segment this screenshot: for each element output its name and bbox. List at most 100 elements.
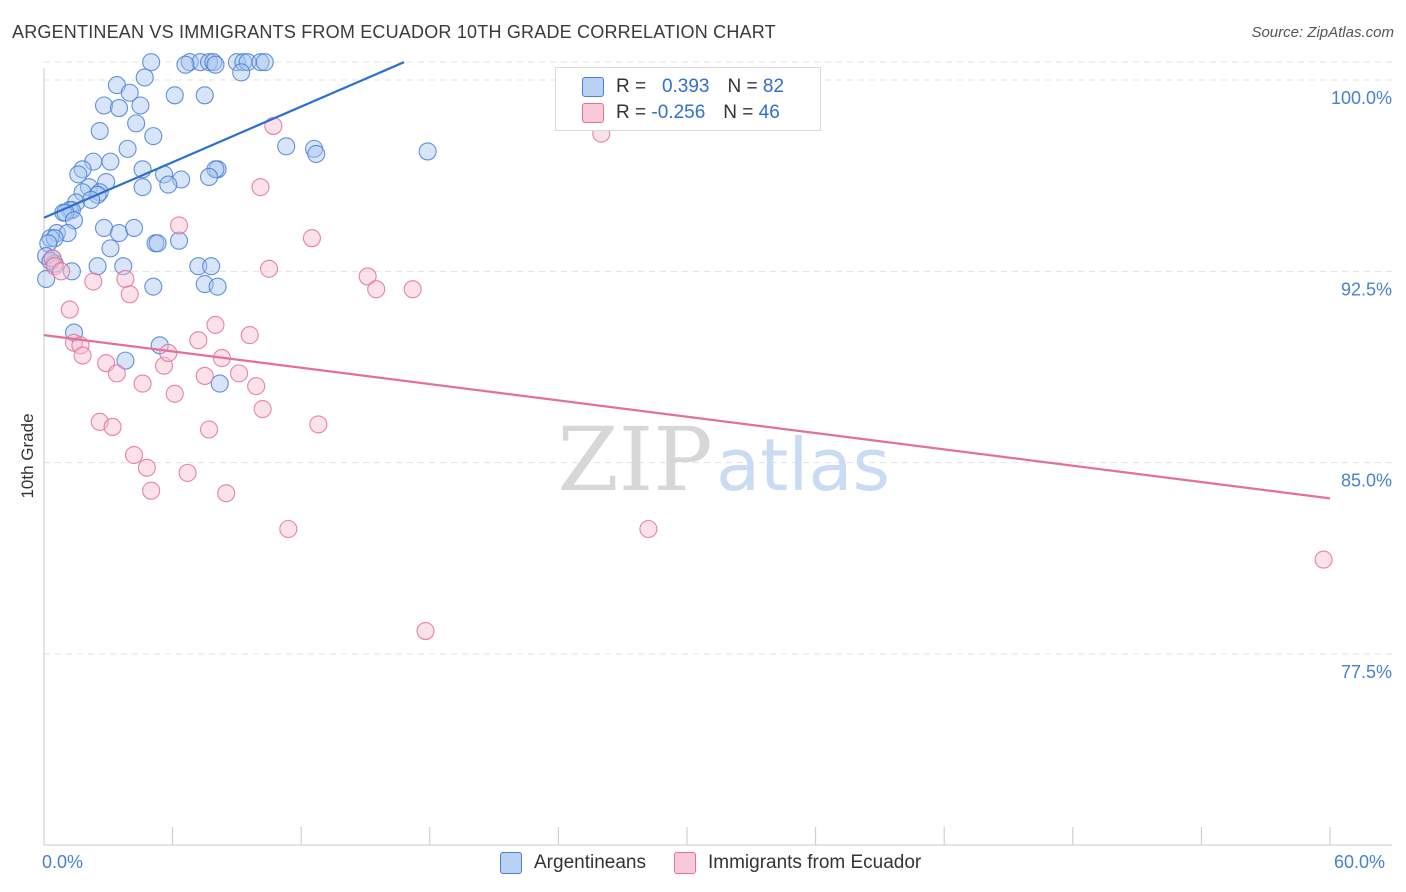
data-point bbox=[208, 277, 227, 296]
data-point bbox=[227, 53, 246, 72]
data-point bbox=[144, 277, 163, 296]
data-point bbox=[43, 249, 62, 268]
data-point bbox=[116, 269, 135, 289]
data-point bbox=[73, 346, 92, 365]
data-point bbox=[37, 269, 56, 289]
data-point bbox=[279, 519, 298, 539]
data-point bbox=[302, 229, 321, 248]
trend-lines bbox=[43, 61, 1331, 500]
data-point bbox=[307, 144, 326, 164]
series-ecuador-points bbox=[43, 116, 1333, 641]
data-point bbox=[120, 83, 139, 102]
data-point bbox=[418, 142, 437, 161]
data-point bbox=[251, 53, 270, 72]
n-value-ecuador: 46 bbox=[758, 102, 780, 123]
data-point bbox=[232, 63, 251, 82]
data-point bbox=[69, 165, 88, 184]
r-value-argentineans: 0.393 bbox=[661, 76, 710, 97]
data-point bbox=[195, 366, 214, 385]
data-point bbox=[255, 53, 274, 72]
data-point bbox=[1314, 550, 1333, 569]
data-point bbox=[159, 343, 178, 363]
n-label: N = bbox=[723, 102, 754, 123]
data-point bbox=[144, 127, 163, 146]
data-point bbox=[101, 152, 120, 171]
n-value-argentineans: 82 bbox=[762, 76, 785, 97]
data-point bbox=[103, 417, 122, 437]
series-legend: Argentineans Immigrants from Ecuador bbox=[500, 852, 949, 874]
data-point bbox=[169, 216, 189, 235]
data-point bbox=[127, 114, 146, 133]
data-point bbox=[309, 415, 328, 434]
trend-line bbox=[43, 61, 405, 219]
legend-item-ecuador[interactable]: Immigrants from Ecuador bbox=[673, 852, 922, 874]
ecuador-swatch bbox=[582, 103, 604, 123]
data-point bbox=[118, 139, 137, 158]
data-point bbox=[109, 224, 129, 243]
data-point bbox=[189, 257, 208, 276]
legend-swatch-ecuador bbox=[673, 852, 696, 874]
data-point bbox=[60, 300, 79, 319]
gridlines bbox=[44, 61, 1392, 655]
data-point bbox=[403, 280, 422, 299]
argentineans-swatch bbox=[582, 77, 604, 97]
data-point bbox=[210, 374, 229, 393]
r-value-ecuador: -0.256 bbox=[651, 102, 706, 123]
source-label: Source: ZipAtlas.com bbox=[1251, 24, 1394, 41]
data-point bbox=[148, 234, 167, 253]
legend-label-argentineans: Argentineans bbox=[534, 852, 646, 873]
data-point bbox=[133, 374, 152, 393]
legend-item-argentineans[interactable]: Argentineans bbox=[500, 852, 646, 874]
data-point bbox=[116, 351, 135, 370]
data-point bbox=[178, 463, 197, 482]
data-point bbox=[124, 445, 144, 465]
y-tick-label: 100.0% bbox=[1331, 88, 1392, 108]
data-point bbox=[206, 55, 225, 74]
chart-title: ARGENTINEAN VS IMMIGRANTS FROM ECUADOR 1… bbox=[12, 22, 776, 42]
data-point bbox=[88, 257, 107, 276]
data-point bbox=[358, 267, 377, 286]
r-label: R = bbox=[616, 76, 647, 97]
data-point bbox=[62, 262, 81, 281]
data-point bbox=[107, 364, 126, 383]
data-point bbox=[90, 121, 109, 141]
data-point bbox=[176, 55, 195, 74]
data-point bbox=[247, 377, 266, 396]
data-point bbox=[195, 86, 214, 105]
data-point bbox=[124, 218, 144, 238]
data-point bbox=[206, 160, 225, 179]
data-point bbox=[165, 384, 184, 403]
axes bbox=[43, 68, 1392, 846]
stats-row-ecuador: R = -0.256 N = 46 bbox=[582, 101, 780, 125]
data-point bbox=[84, 272, 103, 291]
data-point bbox=[277, 137, 296, 156]
data-point bbox=[199, 167, 219, 186]
data-point bbox=[169, 231, 189, 250]
data-point bbox=[94, 218, 114, 238]
data-point bbox=[253, 400, 272, 419]
data-point bbox=[202, 257, 221, 276]
n-label: N = bbox=[727, 76, 758, 97]
r-label: R = bbox=[616, 102, 647, 123]
data-point bbox=[133, 178, 152, 197]
y-tick-label: 77.5% bbox=[1341, 662, 1392, 682]
data-point bbox=[259, 259, 279, 278]
data-point bbox=[165, 86, 184, 105]
y-axis-label: 10th Grade bbox=[18, 413, 37, 499]
data-point bbox=[135, 68, 154, 87]
x-tick-max: 60.0% bbox=[1334, 852, 1386, 872]
data-point bbox=[131, 96, 150, 115]
stats-legend: R = 0.393 N = 82 R = -0.256 N = 46 bbox=[555, 67, 821, 131]
data-point bbox=[120, 285, 139, 304]
data-point bbox=[159, 175, 178, 194]
watermark-zip: ZIP bbox=[557, 408, 712, 511]
data-point bbox=[367, 280, 386, 299]
data-point bbox=[416, 621, 435, 641]
y-tick-labels: 100.0% 92.5% 85.0% 77.5% bbox=[1331, 88, 1392, 682]
y-tick-label: 92.5% bbox=[1341, 279, 1392, 299]
data-point bbox=[189, 331, 208, 350]
data-point bbox=[217, 484, 236, 503]
legend-label-ecuador: Immigrants from Ecuador bbox=[707, 852, 922, 873]
data-point bbox=[142, 53, 161, 72]
